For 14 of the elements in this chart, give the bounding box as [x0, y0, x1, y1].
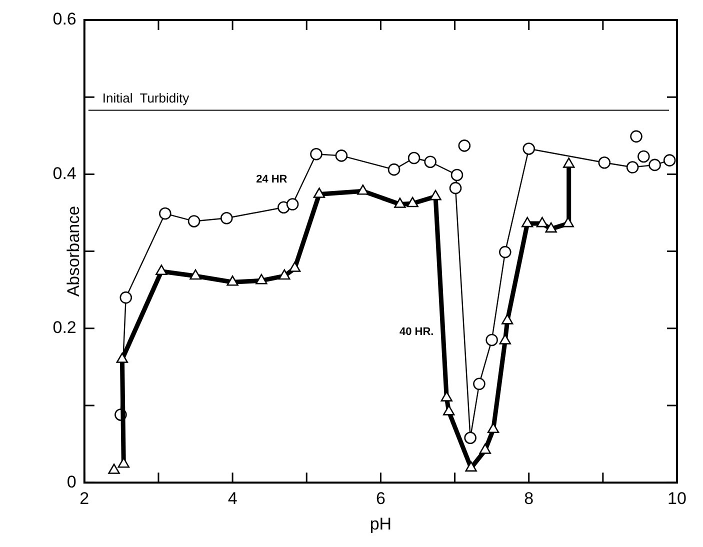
y-tick-label: 0.2	[52, 318, 76, 338]
x-tick-label: 2	[80, 488, 90, 508]
y-tick-label: 0.4	[52, 164, 76, 183]
x-tick-label: 10	[668, 488, 686, 508]
series-label: 24 HR	[256, 173, 288, 186]
x-tick-label: 4	[228, 488, 238, 508]
y-axis-title: Absorbance	[64, 206, 83, 297]
x-axis-title: pH	[370, 514, 392, 534]
y-tick-label: 0.6	[52, 10, 76, 29]
series-label: 40 HR.	[400, 326, 434, 338]
x-tick-label: 6	[376, 488, 386, 508]
y-tick-label: 0	[66, 472, 76, 492]
ref-line-label: Initial Turbidity	[102, 90, 190, 106]
x-tick-label: 8	[524, 488, 534, 508]
